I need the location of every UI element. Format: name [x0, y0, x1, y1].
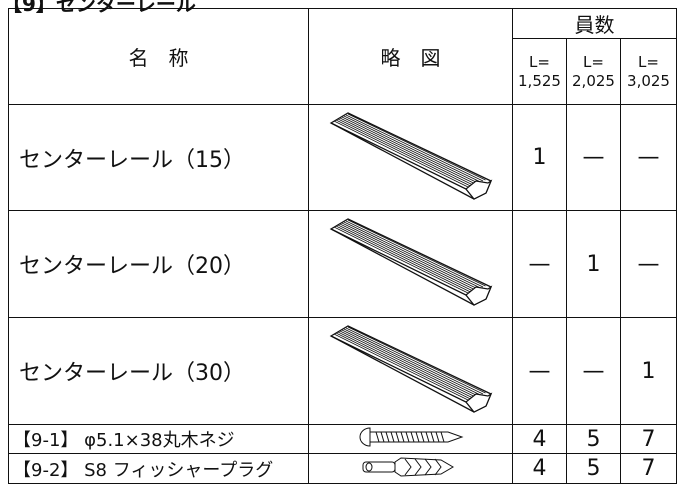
part-name: 【9-2】 S8 フィッシャープラグ [8, 453, 309, 484]
quantity: — [619, 104, 678, 211]
part-name: センターレール（30） [8, 317, 309, 425]
part-name: センターレール（15） [8, 104, 309, 211]
length-value: 3,025 [627, 71, 670, 90]
part-name: センターレール（20） [8, 210, 309, 318]
length-value: 1,525 [518, 71, 561, 90]
quantity: — [566, 104, 621, 211]
part-row: 【9-1】 φ5.1×38丸木ネジ 4 5 7 [8, 424, 678, 454]
header-row: 名 称 略 図 員数 [8, 8, 678, 105]
length-prefix: L= [583, 52, 604, 71]
quantity: 5 [566, 424, 621, 454]
quantity: 1 [512, 104, 567, 211]
quantity: 4 [512, 424, 567, 454]
quantity: 4 [512, 453, 567, 484]
length-header: L= 1,525 [512, 38, 567, 105]
length-prefix: L= [529, 52, 550, 71]
length-header: L= 3,025 [619, 38, 678, 105]
quantity: — [512, 210, 567, 318]
quantity: — [512, 317, 567, 425]
quantity: 1 [566, 210, 621, 318]
part-figure [308, 317, 513, 425]
quantity: — [619, 210, 678, 318]
name-header: 名 称 [8, 8, 309, 105]
rail-figure [329, 218, 492, 306]
quantity: 7 [619, 453, 678, 484]
part-row: センターレール（30） — —1 [8, 317, 678, 425]
part-figure [308, 424, 513, 454]
part-row: 【9-2】 S8 フィッシャープラグ 4 5 7 [8, 453, 678, 484]
quantity: — [566, 317, 621, 425]
length-row: L= 1,525 L= 2,025 L= 3,025 [9, 38, 678, 105]
quantity: 7 [619, 424, 678, 454]
figure-header: 略 図 [308, 8, 513, 105]
quantity: 5 [566, 453, 621, 484]
quantity: 1 [619, 317, 678, 425]
length-value: 2,025 [572, 71, 615, 90]
length-prefix: L= [638, 52, 659, 71]
parts-table: 名 称 略 図 員数 L= 1,525 L= 2,025 L= 3,025 センターレ… [8, 8, 678, 484]
rail-figure [329, 325, 492, 413]
rail-figure [329, 111, 492, 200]
part-figure [308, 104, 513, 211]
part-row: センターレール（20） —1— [8, 210, 678, 318]
part-name: 【9-1】 φ5.1×38丸木ネジ [8, 424, 309, 454]
part-figure [308, 453, 513, 484]
length-header: L= 2,025 [566, 38, 621, 105]
part-row: センターレール（15） 1— — [8, 104, 678, 211]
quantity-header: 員数 [511, 8, 678, 39]
plug-figure [362, 456, 454, 477]
part-figure [308, 210, 513, 318]
screw-figure [359, 427, 463, 447]
